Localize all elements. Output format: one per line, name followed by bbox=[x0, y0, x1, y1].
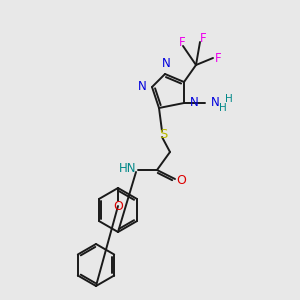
Text: O: O bbox=[113, 200, 123, 212]
Text: F: F bbox=[215, 52, 221, 64]
Text: N: N bbox=[211, 95, 220, 109]
Text: S: S bbox=[159, 128, 167, 142]
Text: N: N bbox=[162, 57, 170, 70]
Text: N: N bbox=[138, 80, 147, 94]
Text: H: H bbox=[219, 103, 227, 113]
Text: N: N bbox=[190, 97, 199, 110]
Text: O: O bbox=[176, 173, 186, 187]
Text: F: F bbox=[179, 35, 185, 49]
Text: H: H bbox=[225, 94, 233, 104]
Text: F: F bbox=[200, 32, 206, 44]
Text: HN: HN bbox=[118, 163, 136, 176]
